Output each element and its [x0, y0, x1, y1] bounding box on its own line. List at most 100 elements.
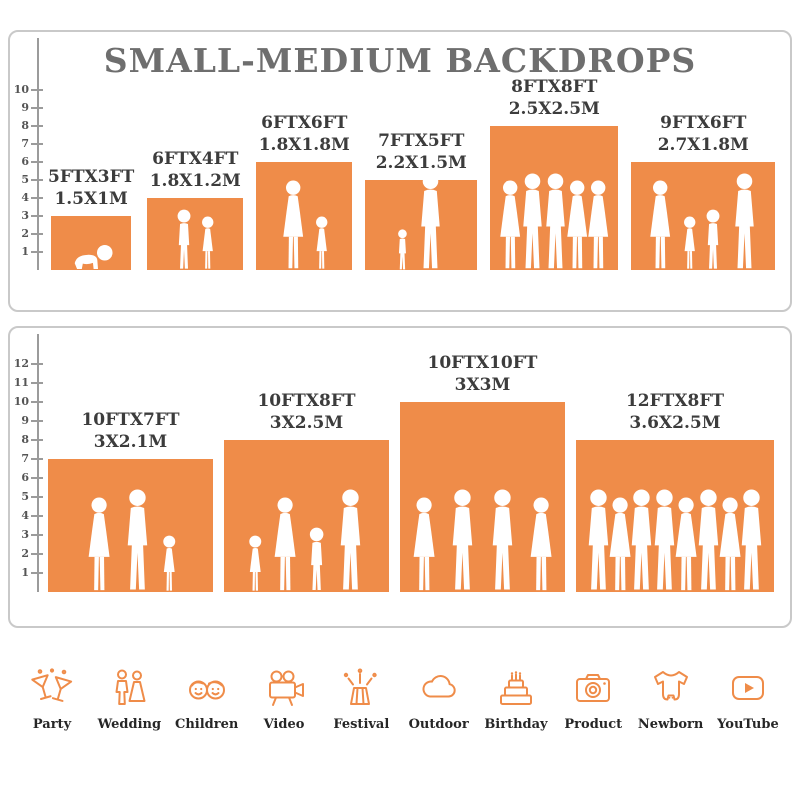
ruler-tick	[31, 251, 43, 253]
backdrop-size-label: 6FTX4FT 1.8X1.2M	[150, 148, 241, 192]
backdrop-size-label: 9FTX6FT 2.7X1.8M	[658, 112, 749, 156]
size-m-label: 3X3M	[454, 374, 511, 395]
adult-f-silhouette	[88, 497, 110, 591]
category-label: Wedding	[97, 717, 162, 732]
size-m-label: 3X2.5M	[269, 412, 344, 433]
top-stage: 5FTX3FT 1.5X1M 6FTX4FT 1.8X1.2M 6FTX6FT 1.8X1…	[10, 32, 790, 310]
ruler-line	[37, 334, 39, 592]
size-m-label: 2.5X2.5M	[508, 98, 600, 119]
backdrop-rect	[51, 216, 132, 270]
category-wedding: Wedding	[93, 666, 165, 732]
category-label: Festival	[333, 717, 390, 732]
backdrop-7ftx5ft: 7FTX5FT 2.2X1.5M	[365, 130, 478, 270]
child-f-silhouette	[163, 535, 176, 591]
category-label: Outdoor	[408, 717, 469, 732]
backdrop-size-label: 7FTX5FT 2.2X1.5M	[376, 130, 467, 174]
silhouette-group	[576, 489, 774, 592]
size-ft-label: 10FTX10FT	[427, 352, 538, 373]
adult-m-silhouette	[735, 173, 754, 269]
ruler-tick	[31, 125, 43, 127]
child-f-silhouette	[202, 216, 214, 269]
silhouette-group	[490, 173, 618, 270]
backdrop-rect	[256, 162, 353, 270]
size-ft-label: 5FTX3FT	[48, 166, 135, 187]
size-ft-label: 12FTX8FT	[625, 390, 725, 411]
adult-f-silhouette	[413, 497, 435, 591]
backdrop-size-label: 6FTX6FT 1.8X1.8M	[259, 112, 350, 156]
child-f-silhouette	[683, 216, 696, 269]
category-label: Party	[32, 717, 72, 732]
ruler-tick	[31, 363, 43, 365]
child-m-silhouette	[310, 528, 324, 591]
adult-f-silhouette	[588, 180, 608, 269]
backdrop-rect	[490, 126, 619, 270]
backdrop-10ftx10ft: 10FTX10FT 3X3M	[400, 352, 565, 592]
backdrop-rect	[365, 173, 478, 270]
ruler-number: 8	[21, 433, 29, 446]
size-m-label: 1.5X1M	[54, 188, 128, 209]
ruler-number: 11	[13, 376, 29, 389]
top-size-panel: SMALL-MEDIUM BACKDROPS 5FTX3FT 1.5X1M 6FTX…	[8, 30, 792, 312]
silhouette-group	[147, 209, 243, 270]
ruler-number: 9	[21, 101, 29, 114]
ruler-number: 12	[13, 357, 29, 370]
size-ft-label: 6FTX4FT	[152, 148, 239, 169]
child-f-silhouette	[248, 535, 261, 591]
ruler-tick	[31, 496, 43, 498]
category-children: Children	[171, 666, 243, 732]
backdrop-rect	[48, 459, 213, 592]
silhouette-group	[400, 489, 565, 592]
size-ft-label: 10FTX7FT	[81, 409, 180, 430]
birthday-icon	[494, 666, 538, 710]
ruler-number: 10	[13, 83, 29, 96]
category-birthday: Birthday	[480, 666, 552, 732]
product-icon	[571, 666, 615, 710]
ruler-tick	[31, 89, 43, 91]
category-product: Product	[557, 666, 629, 732]
backdrop-size-label: 8FTX8FT 2.5X2.5M	[509, 76, 600, 120]
silhouette-group	[48, 489, 213, 592]
size-ft-label: 8FTX8FT	[511, 76, 598, 97]
ruler-tick	[31, 143, 43, 145]
size-ft-label: 9FTX6FT	[660, 112, 747, 133]
backdrop-10ftx7ft: 10FTX7FT 3X2.1M	[48, 409, 213, 592]
backdrop-rect	[631, 162, 776, 270]
size-m-label: 2.2X1.5M	[375, 152, 467, 173]
backdrop-size-label: 5FTX3FT 1.5X1M	[48, 166, 134, 210]
ruler-number: 10	[13, 395, 29, 408]
child-f-silhouette	[316, 216, 328, 269]
page-title: SMALL-MEDIUM BACKDROPS	[103, 41, 697, 80]
adult-m-silhouette	[127, 489, 148, 590]
wedding-icon	[107, 666, 151, 710]
silhouette-group	[365, 173, 477, 270]
category-festival: Festival	[325, 666, 397, 732]
category-youtube: YouTube	[712, 666, 784, 732]
ruler-tick	[31, 439, 43, 441]
size-m-label: 1.8X1.2M	[149, 170, 241, 191]
size-m-label: 1.8X1.8M	[258, 134, 350, 155]
size-ft-label: 6FTX6FT	[261, 112, 348, 133]
ruler-number: 6	[21, 471, 29, 484]
backdrop-size-label: 12FTX8FT 3.6X2.5M	[626, 390, 724, 434]
ruler-number: 7	[21, 137, 29, 150]
category-label: Video	[263, 717, 305, 732]
child-m-silhouette	[706, 209, 720, 269]
video-icon	[262, 666, 306, 710]
adult-f-silhouette	[530, 497, 552, 591]
backdrop-rect	[224, 440, 389, 592]
ruler-number: 7	[21, 452, 29, 465]
size-m-label: 3X2.1M	[93, 431, 168, 452]
adult-m-silhouette	[452, 489, 473, 590]
adult-m-silhouette	[421, 173, 440, 269]
adult-m-silhouette	[741, 489, 762, 590]
backdrop-6ftx4ft: 6FTX4FT 1.8X1.2M	[147, 148, 244, 270]
adult-m-silhouette	[492, 489, 513, 590]
backdrop-size-label: 10FTX10FT 3X3M	[428, 352, 538, 396]
ruler-number: 5	[21, 173, 29, 186]
ruler-tick	[31, 161, 43, 163]
ruler-tick	[31, 515, 43, 517]
category-outdoor: Outdoor	[403, 666, 475, 732]
ruler-tick	[31, 197, 43, 199]
ruler-number: 2	[21, 547, 29, 560]
category-label: Newborn	[637, 717, 704, 732]
